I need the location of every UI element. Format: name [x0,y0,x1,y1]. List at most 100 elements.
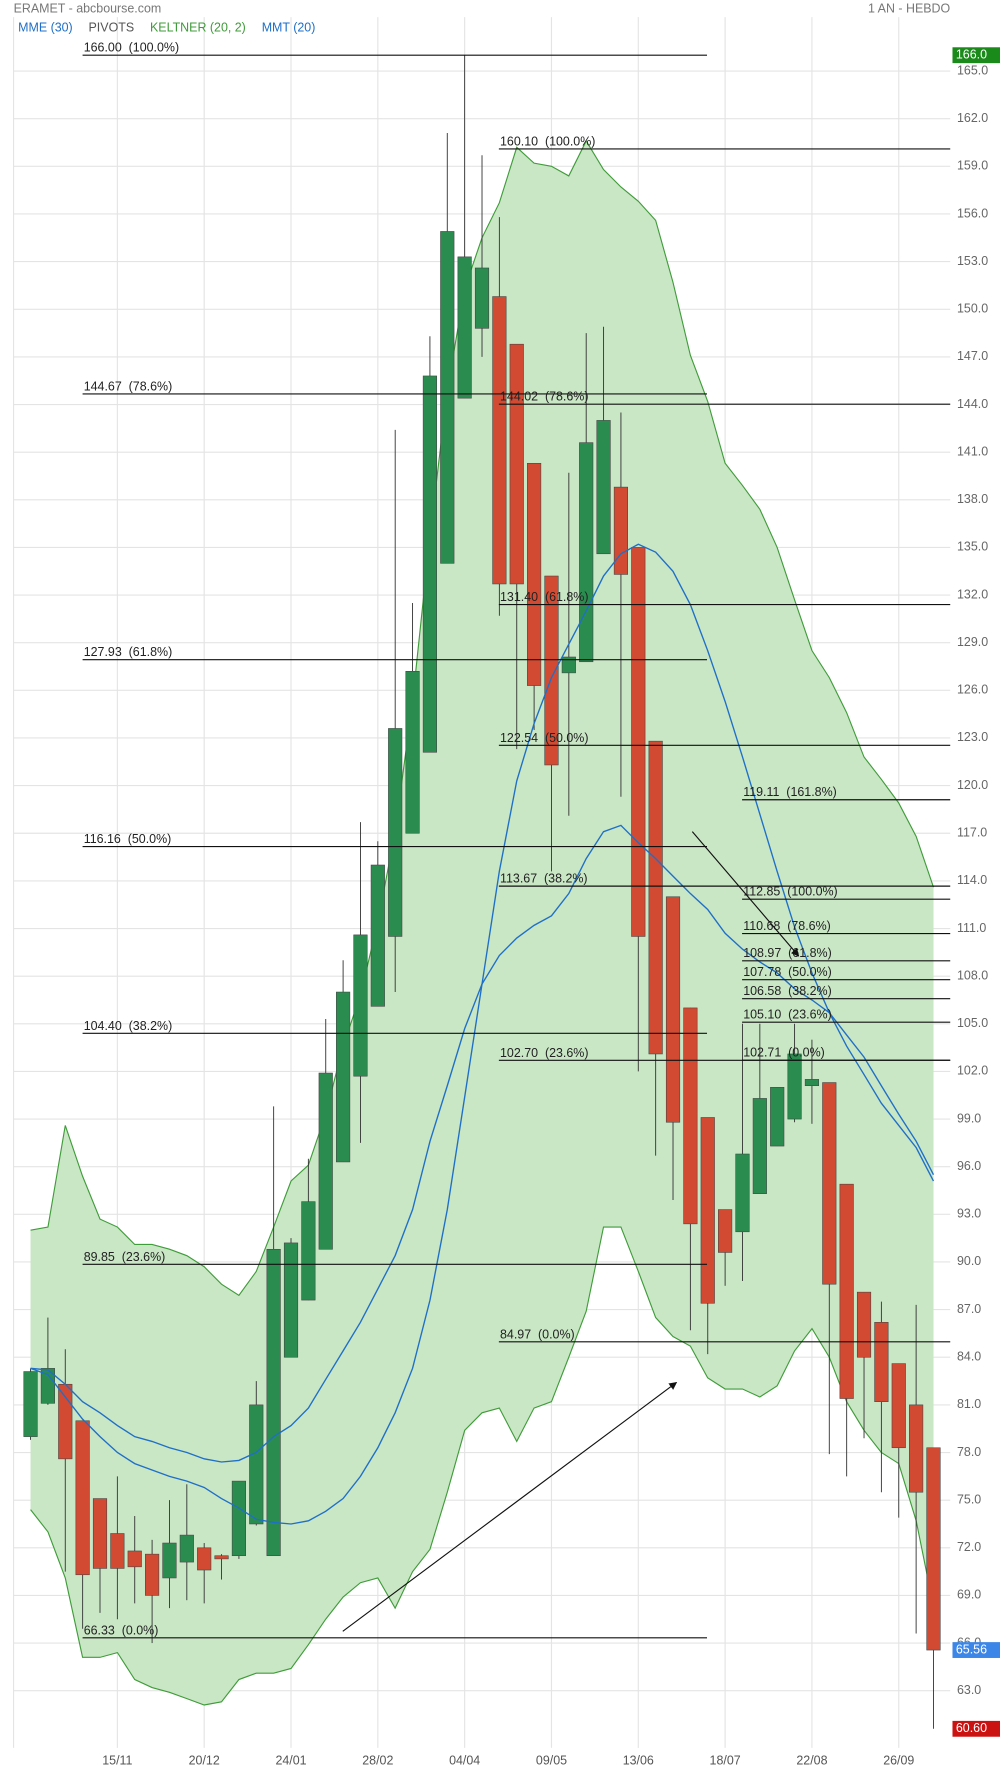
legend: MME (30) PIVOTS KELTNER (20, 2) MMT (20) [18,21,315,35]
fib-label: 166.00 (100.0%) [84,41,179,55]
candle-body [440,231,455,564]
candle-body [23,1371,38,1437]
fib-label: 66.33 (0.0%) [84,1623,159,1637]
candle-body [909,1404,924,1493]
x-tick-label: 09/05 [536,1754,567,1768]
y-tick-label: 81.0 [957,1397,981,1411]
y-tick-label: 111.0 [957,921,986,935]
candle-body [197,1547,212,1571]
fib-label: 127.93 (61.8%) [84,645,173,659]
candle-body [700,1117,715,1304]
y-tick-label: 135.0 [957,540,988,554]
candle-body [527,462,542,686]
y-tick-label: 90.0 [957,1254,981,1268]
moving-averages [30,543,935,1525]
y-tick-label: 147.0 [957,349,988,363]
price-box [952,47,1000,64]
candle-body [370,864,385,1007]
candle-body [561,656,576,674]
fib-label: 113.67 (38.2%) [500,872,588,886]
candle-body [388,728,403,937]
fib-label: 89.85 (23.6%) [84,1250,166,1264]
legend-entry: MME (30) [18,21,73,35]
price-label: 60.60 [956,1721,987,1735]
candle-body [891,1363,906,1449]
candle-body [665,896,681,1123]
candle-body [249,1404,264,1525]
y-tick-label: 162.0 [957,111,988,125]
y-tick-label: 120.0 [957,778,988,792]
keltner-lower [30,1226,935,1706]
chart-title: ERAMET - abcbourse.com [14,1,162,15]
price-label: 166.0 [956,47,987,61]
y-tick-label: 165.0 [957,63,988,77]
fib-label: 105.10 (23.6%) [743,1008,832,1022]
candle-body [718,1209,733,1253]
candle-body [127,1550,142,1568]
labels: 63.066.069.072.075.078.081.084.087.090.0… [102,47,1000,1768]
candle-body [110,1533,125,1569]
y-tick-label: 123.0 [957,730,988,744]
y-tick-label: 75.0 [957,1492,981,1506]
candle-body [318,1072,333,1250]
y-tick-label: 84.0 [957,1350,981,1364]
candle-body [683,1007,698,1225]
candle-body [145,1553,160,1596]
y-tick-label: 63.0 [957,1683,981,1697]
x-tick-label: 26/09 [883,1754,914,1768]
candle-body [770,1087,785,1147]
fib-label: 116.16 (50.0%) [84,832,172,846]
fib-label: 102.70 (23.6%) [500,1046,589,1060]
fibonacci: 166.00 (100.0%) 144.67 (78.6%) 127.93 (61.… [82,41,951,1639]
y-tick-label: 156.0 [957,206,988,220]
candle-body [214,1555,229,1560]
candle-body [231,1480,246,1557]
x-tick-label: 18/07 [710,1754,741,1768]
x-tick-label: 15/11 [102,1754,132,1768]
candle-body [422,375,437,753]
y-tick-label: 132.0 [957,587,988,601]
price-label: 65.56 [956,1642,987,1656]
candle-body [474,267,490,329]
arrow [342,1382,678,1632]
fib-label: 131.40 (61.8%) [500,590,589,604]
candle-body [353,934,368,1077]
candle-body [787,1053,802,1120]
y-tick-label: 102.0 [957,1064,988,1078]
fib-label: 107.78 (50.0%) [743,965,832,979]
fib-label: 122.54 (50.0%) [500,731,589,745]
candle-body [492,296,507,585]
fib-label: 144.67 (78.6%) [84,379,173,393]
candle-body [40,1368,55,1404]
legend-entry: KELTNER (20, 2) [150,21,246,35]
candle-body [162,1542,177,1579]
fib-label: 160.10 (100.0%) [500,134,595,148]
price-box [952,1642,1000,1658]
x-tick-label: 04/04 [449,1754,480,1768]
y-tick-label: 69.0 [957,1588,981,1602]
candle-body [874,1322,889,1402]
candle-body [822,1082,837,1285]
legend-entry: MMT (20) [262,21,316,35]
y-tick-label: 144.0 [957,397,988,411]
fib-label: 84.97 (0.0%) [500,1327,575,1341]
period-label: 1 AN - HEBDO [868,1,951,15]
candle-body [509,343,524,585]
legend-entry: PIVOTS [89,21,135,35]
candle-body [752,1098,767,1194]
candle-body [266,1248,281,1557]
candle-body [631,547,646,937]
candle-body [804,1079,820,1087]
x-tick-label: 20/12 [189,1754,220,1768]
candle-body [613,486,628,575]
fib-label: 106.58 (38.2%) [743,984,832,998]
y-tick-label: 150.0 [957,302,988,316]
candle-body [92,1498,108,1569]
fib-label: 112.85 (100.0%) [743,885,838,899]
candle-body [856,1291,872,1358]
candle-body [839,1183,854,1399]
y-tick-label: 105.0 [957,1016,988,1030]
x-tick-label: 24/01 [275,1754,306,1768]
candle-body [648,740,663,1055]
